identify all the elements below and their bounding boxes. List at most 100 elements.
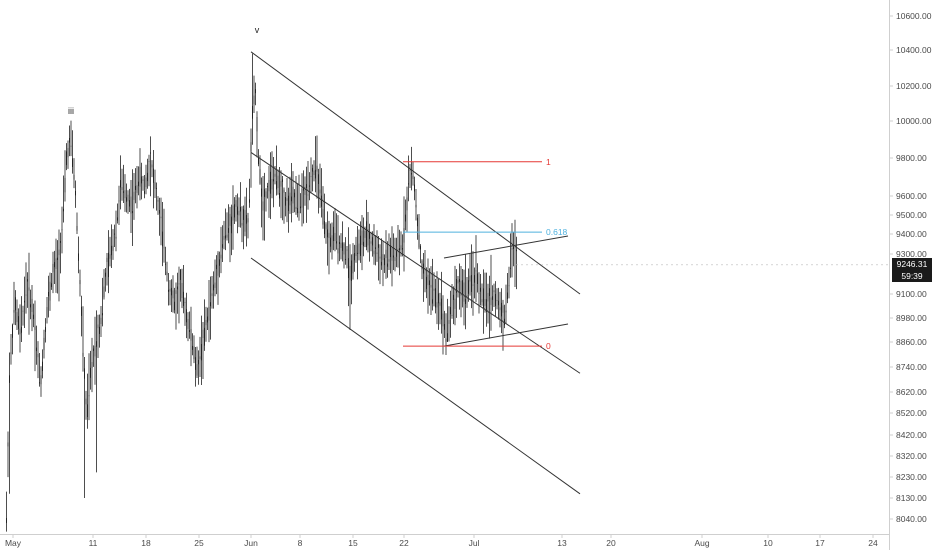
candle-body: [238, 210, 240, 216]
candle-body: [210, 302, 211, 307]
candle-body: [297, 208, 298, 214]
candle-body: [286, 198, 288, 201]
candle-body: [145, 177, 147, 188]
candle-body: [222, 244, 223, 248]
candle-body: [310, 175, 312, 177]
candle-body: [378, 244, 379, 248]
candle-body: [214, 282, 216, 288]
price-axis[interactable]: 10600.00 10400.00 10200.00 10000.00 9800.00 9…: [889, 11, 932, 524]
candle-body: [454, 298, 456, 309]
candle-body: [6, 518, 7, 523]
candle-body: [19, 328, 21, 335]
candle-body: [144, 191, 145, 194]
candle-body: [208, 306, 210, 321]
candle-body: [354, 252, 355, 261]
candle-body: [261, 188, 262, 197]
price-tick-label: 8320.00: [896, 451, 927, 461]
candle-body: [27, 279, 28, 282]
candle-body: [220, 254, 222, 259]
candle-body: [202, 329, 204, 339]
candle-body: [28, 287, 30, 291]
wedge-top-line[interactable]: [443, 235, 569, 259]
candle-body: [400, 245, 402, 250]
candle-body: [501, 302, 502, 317]
candle-body: [285, 197, 286, 206]
candle-body: [445, 338, 447, 342]
candle-body: [442, 313, 444, 327]
candle-body: [444, 324, 445, 330]
candle-body: [189, 330, 190, 332]
candle-body: [466, 295, 468, 299]
candle-body: [262, 201, 264, 211]
candle-body: [46, 307, 48, 318]
candle-body: [505, 310, 507, 313]
candle-body: [394, 257, 396, 262]
candle-body: [127, 194, 129, 202]
time-tick-label: May: [5, 538, 22, 548]
candle-body: [384, 258, 385, 266]
candle-body: [465, 299, 466, 305]
wedge-bottom-line[interactable]: [443, 323, 569, 347]
candle-body: [33, 314, 34, 319]
candle-body: [232, 205, 234, 221]
candle-body: [321, 195, 322, 207]
candle-body: [267, 186, 268, 188]
candle-body: [217, 252, 219, 276]
candle-body: [379, 256, 381, 259]
candle-body: [241, 222, 243, 226]
candle-body: [411, 173, 412, 175]
candle-body: [180, 269, 181, 280]
candle-body: [34, 326, 36, 330]
candle-body: [436, 302, 438, 308]
candle-body: [70, 145, 72, 147]
candle-body: [484, 299, 486, 306]
channel-line-upper[interactable]: [250, 51, 581, 295]
candle-body: [300, 206, 301, 209]
candle-body: [126, 197, 127, 202]
candle-body: [343, 243, 345, 255]
candle-body: [118, 200, 120, 202]
candle-body: [270, 171, 271, 194]
candle-body: [87, 404, 88, 418]
candle-body: [273, 179, 274, 182]
channel-line-lower[interactable]: [250, 257, 581, 495]
candle-body: [90, 367, 91, 378]
channel-line-middle[interactable]: [250, 152, 581, 374]
time-axis[interactable]: May 11 18 25 Jun 8 15 22 Jul 13 20 Aug 10 17 24: [5, 534, 878, 548]
candle-body: [132, 211, 133, 214]
candle-body: [369, 231, 370, 239]
candle-body: [399, 248, 400, 251]
candle-body: [226, 234, 228, 238]
candle-body: [372, 237, 373, 246]
candle-body: [52, 263, 54, 273]
candle-body: [483, 288, 484, 309]
candle-body: [451, 314, 453, 316]
candle-body: [172, 290, 174, 299]
candle-body: [279, 193, 280, 199]
candle-body: [361, 230, 363, 245]
candle-body: [198, 359, 199, 365]
price-tick-label: 9400.00: [896, 229, 927, 239]
candle-body: [408, 183, 409, 185]
candle-body: [117, 217, 118, 221]
candle-body: [417, 217, 418, 227]
candle-body: [382, 254, 384, 261]
candle-body: [192, 345, 193, 350]
candle-body: [307, 194, 309, 196]
candle-body: [330, 237, 331, 247]
candle-body: [289, 192, 291, 206]
candle-body: [157, 199, 159, 202]
candle-body: [282, 179, 283, 182]
candle-body: [277, 175, 279, 189]
candle-body: [204, 327, 205, 346]
candle-body: [88, 395, 90, 397]
candle-body: [352, 253, 354, 274]
candle-body: [448, 320, 450, 324]
candle-body: [79, 280, 81, 285]
time-tick-label: Jun: [244, 538, 258, 548]
candle-body: [60, 240, 61, 243]
candle-body: [291, 196, 292, 202]
candle-body: [69, 138, 70, 143]
